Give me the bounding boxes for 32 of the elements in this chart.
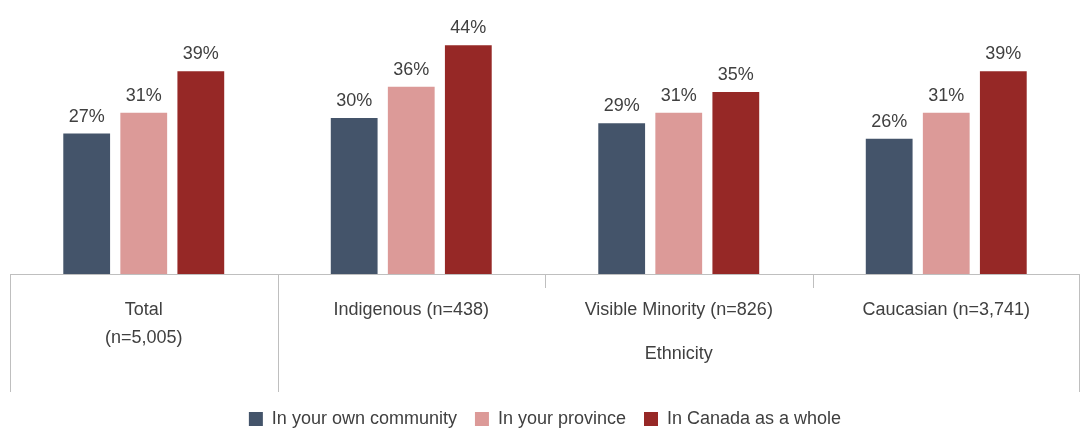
data-label: 36%	[393, 58, 430, 79]
legend-label: In your province	[497, 407, 627, 428]
data-label: 31%	[660, 84, 697, 105]
data-label: 27%	[68, 105, 105, 126]
bar	[387, 86, 435, 274]
bar	[598, 123, 646, 274]
data-label: 44%	[450, 17, 487, 38]
legend-label: In Canada as a whole	[667, 407, 842, 428]
bar	[444, 45, 492, 274]
bar	[330, 118, 378, 274]
x-tick-label: Caucasian (n=3,741)	[862, 298, 1031, 319]
data-label: 39%	[985, 43, 1022, 64]
bar	[865, 138, 913, 274]
data-label: 35%	[717, 63, 754, 84]
bar	[979, 71, 1027, 274]
bar	[655, 112, 703, 274]
data-label: 26%	[871, 110, 908, 131]
data-label: 31%	[125, 84, 162, 105]
bar	[712, 92, 760, 274]
data-label: 30%	[336, 89, 373, 110]
legend-label: In your own community	[271, 407, 457, 428]
x-tick-label: Visible Minority (n=826)	[584, 298, 773, 319]
bar	[177, 71, 225, 274]
x-tick-label: Indigenous (n=438)	[333, 298, 490, 319]
bar	[120, 112, 168, 274]
data-label: 31%	[928, 84, 965, 105]
text: Ethnicity	[644, 342, 713, 363]
x-tick-label: Total (n=5,005)	[104, 298, 183, 347]
data-label: 29%	[603, 95, 640, 116]
data-label: 39%	[182, 43, 219, 64]
bar	[63, 133, 111, 274]
bar	[922, 112, 970, 274]
